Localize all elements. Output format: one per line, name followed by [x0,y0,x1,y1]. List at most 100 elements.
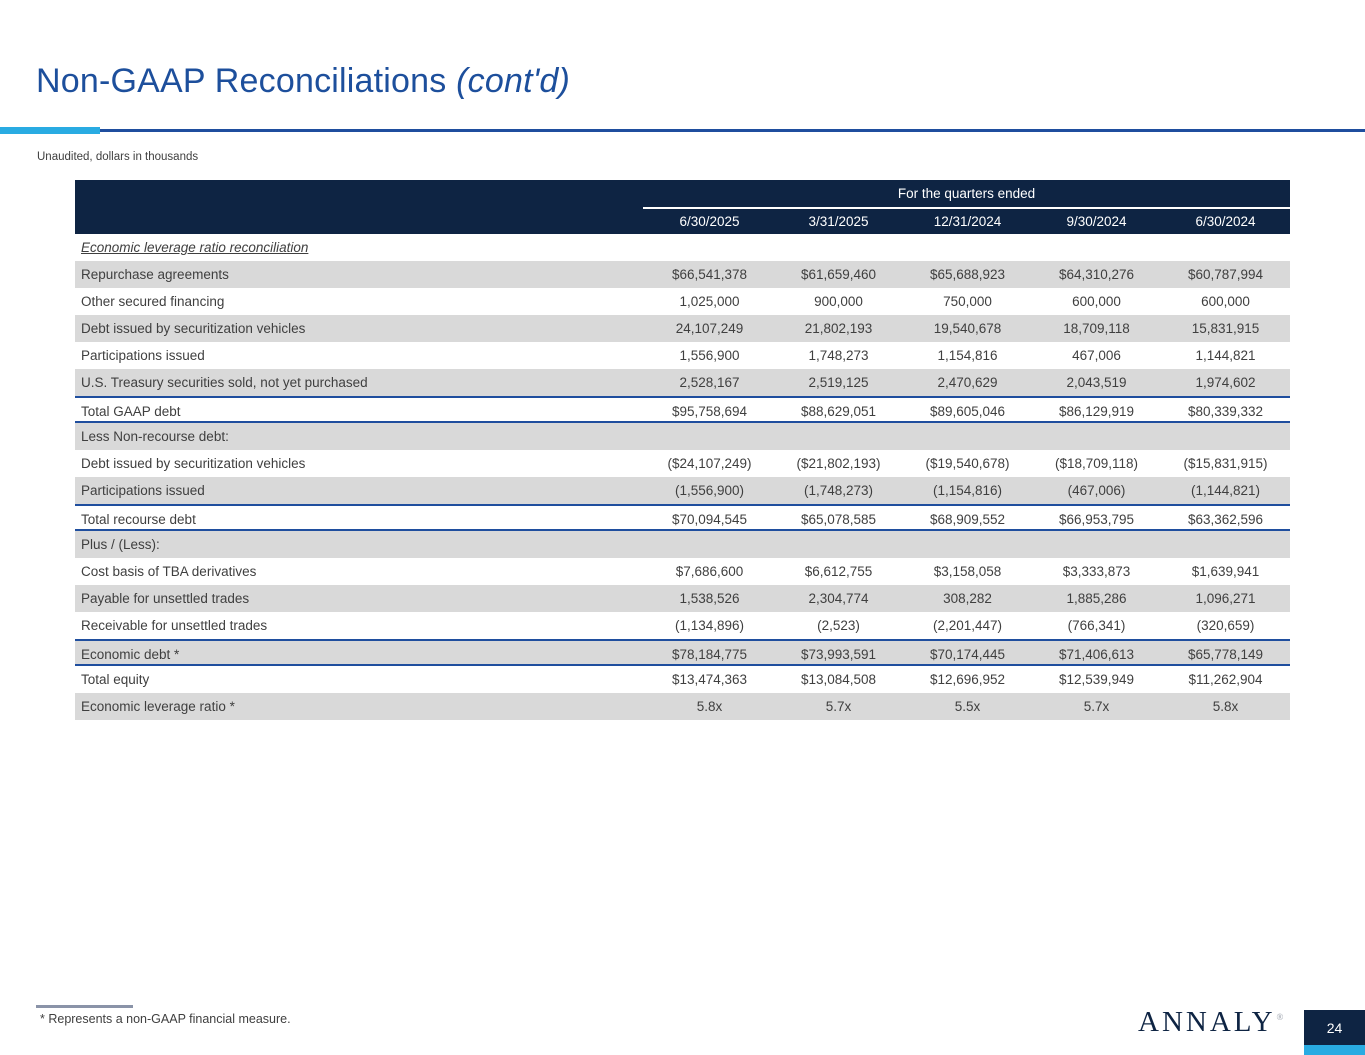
value-cell: ($15,831,915) [1183,456,1268,471]
value-cell: 18,709,118 [1063,321,1130,336]
value-cell: 15,831,915 [1191,321,1260,336]
table-row: Total GAAP debt $95,758,694 $88,629,051 $89… [75,396,1290,423]
value-cell: $3,158,058 [933,564,1002,579]
value-cell: ($21,802,193) [796,456,881,471]
value-cell: 1,025,000 [679,294,740,309]
value-cell [774,423,903,450]
annaly-logo-text: ANNALY [1138,1006,1276,1038]
value-cell: ($19,540,678) [925,456,1010,471]
title-divider-line [0,129,1365,132]
row-label: Receivable for unsettled trades [81,618,268,633]
value-cell: (467,006) [1067,483,1126,498]
row-label: Other secured financing [81,294,225,309]
value-cell: (2,201,447) [932,618,1003,633]
table-row: Participations issued (1,556,900) (1,748,2… [75,477,1290,504]
row-label: Repurchase agreements [81,267,229,282]
value-cell: 467,006 [1072,348,1121,363]
value-cell: $13,084,508 [800,672,877,687]
table-row: Economic leverage ratio reconciliation [75,234,1290,261]
row-label: Less Non-recourse debt: [81,429,229,444]
row-label: Debt issued by securitization vehicles [81,456,306,471]
footnote-divider [36,1005,133,1008]
table-row: Debt issued by securitization vehicles 24… [75,315,1290,342]
value-cell: $6,612,755 [804,564,873,579]
value-cell: 5.8x [1212,699,1239,714]
value-cell: $66,541,378 [671,267,748,282]
value-cell: 308,282 [943,591,992,606]
value-cell: 5.7x [825,699,852,714]
value-cell: $71,406,613 [1058,647,1135,662]
row-label: Participations issued [81,483,205,498]
value-cell: 5.5x [954,699,981,714]
table-body: Economic leverage ratio reconciliation Re… [75,234,1290,720]
value-cell: 1,096,271 [1195,591,1256,606]
page-title-main: Non-GAAP Reconciliations [36,62,447,100]
row-label: Total GAAP debt [81,404,181,419]
value-cell: $95,758,694 [671,404,748,419]
table-row: U.S. Treasury securities sold, not yet p… [75,369,1290,396]
value-cell: $68,909,552 [929,512,1006,527]
value-cell: $3,333,873 [1062,564,1131,579]
table-row: Cost basis of TBA derivatives $7,686,600 $… [75,558,1290,585]
column-header: 12/31/2024 [933,214,1002,229]
value-cell [1032,531,1161,558]
value-cell [645,234,774,261]
row-label: U.S. Treasury securities sold, not yet p… [81,375,368,390]
value-cell: (1,144,821) [1190,483,1261,498]
title-divider-accent [0,127,100,134]
column-header: 6/30/2025 [679,214,740,229]
table-row: Less Non-recourse debt: [75,423,1290,450]
value-cell [1032,234,1161,261]
reconciliation-table: For the quarters ended 6/30/2025 3/31/202… [75,180,1290,720]
value-cell: (1,748,273) [803,483,874,498]
value-cell: $60,787,994 [1187,267,1264,282]
row-label: Economic debt * [81,647,180,662]
value-cell: (1,134,896) [674,618,745,633]
value-cell [645,531,774,558]
row-label: Plus / (Less): [81,537,160,552]
value-cell [903,531,1032,558]
value-cell: 19,540,678 [933,321,1002,336]
value-cell [903,423,1032,450]
value-cell: 24,107,249 [675,321,744,336]
row-label: Participations issued [81,348,205,363]
value-cell: (766,341) [1067,618,1126,633]
table-row: Total equity $13,474,363 $13,084,508 $12,69… [75,666,1290,693]
value-cell: 900,000 [814,294,863,309]
value-cell: $61,659,460 [800,267,877,282]
value-cell [1161,423,1290,450]
row-label: Total recourse debt [81,512,196,527]
value-cell [774,531,903,558]
value-cell: 1,144,821 [1195,348,1256,363]
value-cell: 1,154,816 [937,348,998,363]
value-cell: $70,174,445 [929,647,1006,662]
row-label: Cost basis of TBA derivatives [81,564,257,579]
value-cell [1161,234,1290,261]
table-header: For the quarters ended 6/30/2025 3/31/202… [75,180,1290,234]
value-cell: ($24,107,249) [667,456,752,471]
value-cell: $80,339,332 [1187,404,1264,419]
value-cell: (1,154,816) [932,483,1003,498]
value-cell: $65,078,585 [800,512,877,527]
value-cell: $12,696,952 [929,672,1006,687]
value-cell: $78,184,775 [671,647,748,662]
registered-mark: ® [1276,1012,1284,1023]
table-row: Plus / (Less): [75,531,1290,558]
value-cell: 2,470,629 [937,375,998,390]
value-cell: 21,802,193 [804,321,873,336]
value-cell: 600,000 [1072,294,1121,309]
footnote-text: * Represents a non-GAAP financial measur… [40,1012,291,1026]
value-cell: 600,000 [1201,294,1250,309]
value-cell: $63,362,596 [1187,512,1264,527]
value-cell: $66,953,795 [1058,512,1135,527]
value-cell: 2,519,125 [808,375,869,390]
column-header: 3/31/2025 [808,214,869,229]
page-number-badge: 24 [1304,1010,1365,1045]
value-cell: 750,000 [943,294,992,309]
value-cell: $86,129,919 [1058,404,1135,419]
value-cell [774,234,903,261]
date-header-row: 6/30/2025 3/31/2025 12/31/2024 9/30/2024 6/3… [645,213,1290,234]
row-label: Total equity [81,672,150,687]
value-cell: 2,304,774 [808,591,869,606]
column-header: 9/30/2024 [1066,214,1127,229]
